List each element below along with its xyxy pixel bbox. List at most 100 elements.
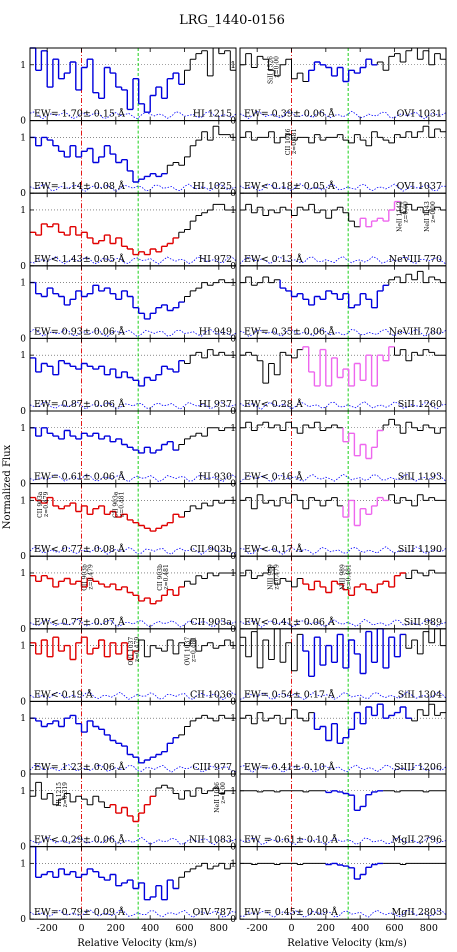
x-tick-label: 200 [317,923,335,934]
contaminant-annotation: HI 1215 [56,782,63,807]
flux-spectrum [178,203,236,238]
x-tick-label: 800 [420,923,438,934]
spectrum-panel: 0 1 EW< 0.28 Å SiII 1260 [230,337,447,417]
spectrum-panel: 0 1 EW< 1.43± 0.05 Å HI 972 [20,192,237,272]
ion-label: HI 949 [199,326,232,337]
flux-spectrum [184,349,236,364]
y-tick-label: 1 [230,206,236,216]
ion-label: OVI 1031 [397,109,442,120]
y-tick-label: 0 [230,625,236,635]
contaminant-annotation: CII 903a [37,491,44,518]
flux-spectrum [240,125,446,147]
ion-label: SiII 1190 [398,544,442,555]
absorption-segment [302,346,395,387]
y-tick-label: 0 [20,843,26,853]
error-spectrum [239,546,447,555]
error-spectrum [239,255,447,265]
ion-label: OIV 787 [192,907,232,918]
ion-label: SiII 1304 [398,689,442,700]
error-spectrum [239,110,447,120]
error-spectrum [239,328,447,337]
equivalent-width-label: EW< 0.77± 0.07 Å [34,616,125,628]
panels-grid: 0 1 EW= 1.70± 0.15 Å HI 1215 0 1 EW= 0.39± 0.0… [20,47,447,934]
absorption-segment [325,790,384,811]
equivalent-width-label: EW< 0.19 Å [34,688,93,700]
contaminant-redshift: z=0.319 [62,782,69,808]
error-spectrum [29,618,237,628]
ion-label: HI 972 [199,254,232,265]
ion-label: SiII 1260 [398,399,442,410]
ion-label: NeVIII 770 [389,254,442,265]
contaminant-annotation: NeII 1143 [424,201,431,232]
y-tick-label: 1 [20,206,26,216]
contaminant-annotation: NIII 989 [268,564,275,590]
y-tick-label: 0 [230,843,236,853]
x-tick-label: 800 [210,923,228,934]
absorption-segment [30,136,168,183]
equivalent-width-label: EW< 0.77± 0.08 Å [34,543,125,555]
error-spectrum [239,619,447,628]
y-tick-label: 1 [230,496,236,506]
y-tick-label: 1 [230,569,236,579]
flux-spectrum [184,47,236,85]
absorption-segment [30,575,185,605]
y-tick-label: 0 [230,552,236,562]
contaminant-redshift: z=0.481 [191,637,198,662]
ion-label: NeVIII 780 [389,326,442,337]
absorption-segment [302,628,406,677]
x-tick-label: 600 [175,923,193,934]
x-tick-label: 0 [78,923,84,934]
equivalent-width-label: EW= 0.61± 0.06 Å [34,471,125,483]
error-spectrum [29,256,237,265]
equivalent-width-label: EW< 0.29± 0.06 Å [34,834,125,846]
ion-label: HI 930 [199,472,232,483]
ion-label: SiII 989 [404,617,442,628]
error-spectrum [239,183,447,192]
absorption-segment [279,279,389,309]
error-spectrum [239,401,447,410]
flux-spectrum [30,781,236,808]
contaminant-redshift: z=0.479 [88,564,95,590]
x-axis-label-left: Relative Velocity (km/s) [77,938,197,949]
y-tick-label: 1 [20,133,26,143]
equivalent-width-label: EW= 0.39± 0.06 Å [244,108,335,120]
contaminant-annotation: NeII 1142 [396,201,403,232]
ion-label: HI 1215 [193,109,232,120]
contaminant-redshift: z=0.479 [43,491,50,517]
flux-spectrum [184,499,236,518]
x-tick-label: -200 [36,923,57,934]
y-tick-label: 1 [20,351,26,361]
spectrum-panel: 0 1 EW= 0.93± 0.06 Å HI 949 [20,265,237,344]
error-spectrum [239,764,447,773]
equivalent-width-label: EW= 0.41± 0.10 Å [244,761,335,773]
flux-spectrum [240,628,446,672]
flux-spectrum [178,714,236,738]
flux-spectrum [166,125,236,174]
absorption-segment [30,427,179,454]
contaminant-annotation: NIII 989 [340,564,347,590]
y-axis-label: Normalized Flux [2,444,13,529]
ion-label: CIII 977 [192,762,232,773]
y-tick-label: 0 [230,407,236,417]
y-tick-label: 0 [230,697,236,707]
y-tick-label: 1 [230,133,236,143]
absorption-segment [109,795,156,823]
y-tick-label: 0 [20,117,26,127]
contaminant-redshift: z=0.00 [402,201,409,223]
spectrum-panel: 0 1 EW< 0.18± 0.05 Å OVI 1037 CII 1036 z=0.48… [230,120,447,199]
equivalent-width-label: EW= 0.93± 0.06 Å [34,325,125,337]
contaminant-redshift: z=0.479 [274,564,281,590]
equivalent-width-label: EW= 0.35± 0.06 Å [244,325,335,337]
y-tick-label: 0 [20,189,26,199]
y-tick-label: 1 [230,714,236,724]
ion-label: SiIII 1206 [394,762,442,773]
equivalent-width-label: EW< 0.28 Å [244,398,303,410]
ion-label: MgII 2796 [391,835,442,846]
ion-label: HI 1025 [193,181,232,192]
ion-label: NII 1083 [189,835,232,846]
y-tick-label: 0 [230,189,236,199]
